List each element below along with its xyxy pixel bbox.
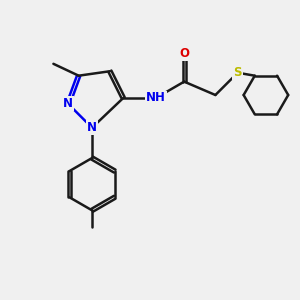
Text: N: N — [87, 121, 97, 134]
Text: N: N — [63, 98, 73, 110]
Text: O: O — [179, 47, 189, 60]
Text: NH: NH — [146, 92, 166, 104]
Text: S: S — [233, 66, 242, 79]
